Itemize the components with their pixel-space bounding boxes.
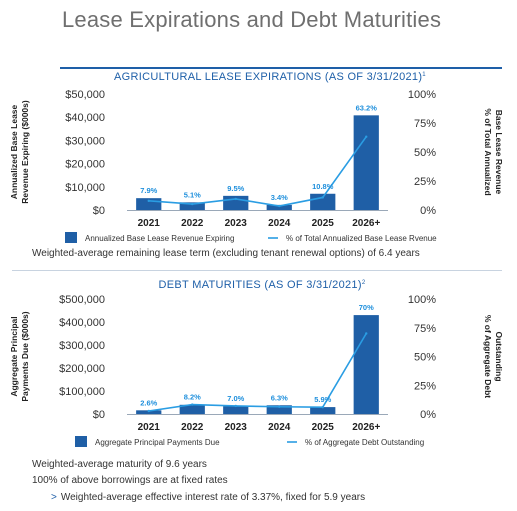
line-point bbox=[234, 197, 237, 201]
line-point bbox=[365, 332, 368, 335]
y2-tick-label: 0% bbox=[420, 409, 436, 421]
y2-tick-label: 50% bbox=[414, 352, 436, 364]
y-tick-label: $0 bbox=[93, 205, 105, 217]
legend-bar-label: Annualized Base Lease Revenue Expiring bbox=[85, 234, 234, 243]
x-tick-label: 2026+ bbox=[352, 218, 380, 229]
chart-title: AGRICULTURAL LEASE EXPIRATIONS (AS OF 3/… bbox=[114, 71, 426, 83]
bar bbox=[353, 315, 379, 414]
bar bbox=[136, 198, 162, 210]
legend-bar-swatch bbox=[75, 436, 87, 447]
x-tick-label: 2024 bbox=[268, 218, 291, 229]
legend-bar-label: Aggregate Principal Payments Due bbox=[95, 438, 220, 447]
y-axis-label: Revenue Expiring ($000s) bbox=[20, 100, 30, 204]
data-label: 5.1% bbox=[184, 190, 201, 199]
line-point bbox=[365, 135, 368, 138]
line-point bbox=[321, 406, 324, 409]
x-tick-label: 2025 bbox=[312, 218, 335, 229]
y-tick-label: $100,000 bbox=[59, 386, 105, 398]
y-tick-label: $200,000 bbox=[59, 363, 105, 375]
title-divider bbox=[60, 67, 502, 69]
lease-expirations-chart: AGRICULTURAL LEASE EXPIRATIONS (AS OF 3/… bbox=[9, 71, 504, 243]
legend-bar-swatch bbox=[65, 232, 77, 243]
data-label: 8.2% bbox=[184, 393, 201, 402]
lease-term-note: Weighted-average remaining lease term (e… bbox=[32, 248, 420, 259]
percent-line bbox=[148, 333, 367, 412]
y-tick-label: $10,000 bbox=[65, 182, 105, 194]
fixed-rate-note: 100% of above borrowings are at fixed ra… bbox=[32, 475, 228, 486]
data-label: 6.3% bbox=[271, 393, 288, 402]
x-tick-label: 2022 bbox=[181, 218, 204, 229]
data-label: 2.6% bbox=[140, 398, 157, 407]
y-axis-label: Aggregate Principal bbox=[9, 316, 19, 396]
bar bbox=[179, 202, 205, 210]
y2-axis-label: % of Total Annualized bbox=[483, 108, 493, 195]
bar bbox=[266, 204, 292, 210]
y2-axis-label: % of Aggregate Debt bbox=[483, 315, 493, 398]
interest-rate-text: Weighted-average effective interest rate… bbox=[60, 492, 366, 503]
y-tick-label: $400,000 bbox=[59, 317, 105, 329]
chart-title: DEBT MATURITIES (AS OF 3/31/2021)2 bbox=[159, 279, 366, 291]
line-point bbox=[191, 202, 194, 206]
line-point bbox=[234, 404, 237, 408]
y2-tick-label: 75% bbox=[414, 118, 436, 130]
line-point bbox=[321, 196, 324, 199]
y2-tick-label: 50% bbox=[414, 147, 436, 159]
data-label: 3.4% bbox=[271, 193, 288, 202]
x-tick-label: 2026+ bbox=[352, 422, 380, 433]
legend-line-label: % of Total Annualized Base Lease Rvenue bbox=[286, 234, 437, 243]
section-divider bbox=[12, 270, 502, 271]
bar bbox=[310, 407, 336, 414]
data-label: 5.9% bbox=[314, 395, 331, 404]
data-label: 7.9% bbox=[140, 186, 157, 195]
chart-title-footnote: 1 bbox=[422, 72, 426, 78]
y2-tick-label: 75% bbox=[414, 323, 436, 335]
y-tick-label: $50,000 bbox=[65, 89, 105, 101]
line-point bbox=[191, 403, 194, 406]
data-label: 63.2% bbox=[356, 103, 378, 112]
data-label: 10.8% bbox=[312, 182, 334, 191]
y-tick-label: $500,000 bbox=[59, 294, 105, 306]
x-tick-label: 2023 bbox=[225, 422, 248, 433]
y-tick-label: $300,000 bbox=[59, 340, 105, 352]
y2-tick-label: 25% bbox=[414, 380, 436, 392]
x-tick-label: 2025 bbox=[312, 422, 335, 433]
page-title: Lease Expirations and Debt Maturities bbox=[62, 7, 442, 32]
bar bbox=[310, 193, 336, 210]
y-axis-label: Annualized Base Lease bbox=[9, 104, 19, 199]
y2-tick-label: 25% bbox=[414, 176, 436, 188]
bar bbox=[179, 404, 205, 414]
x-tick-label: 2021 bbox=[138, 422, 161, 433]
x-tick-label: 2024 bbox=[268, 422, 291, 433]
interest-rate-note: > Weighted-average effective interest rat… bbox=[51, 492, 365, 503]
chart-title-footnote: 2 bbox=[362, 280, 366, 286]
y2-tick-label: 0% bbox=[420, 205, 436, 217]
line-point bbox=[278, 204, 281, 208]
line-point bbox=[147, 199, 150, 203]
x-tick-label: 2022 bbox=[181, 422, 204, 433]
line-point bbox=[147, 409, 150, 413]
data-label: 9.5% bbox=[227, 184, 244, 193]
y-tick-label: $20,000 bbox=[65, 159, 105, 171]
data-label: 70% bbox=[359, 303, 374, 312]
y2-tick-label: 100% bbox=[408, 89, 436, 101]
chevron-right-icon: > bbox=[51, 492, 57, 503]
percent-line bbox=[148, 136, 367, 207]
bar bbox=[266, 405, 292, 414]
data-label: 7.0% bbox=[227, 394, 244, 403]
line-point bbox=[278, 405, 281, 408]
y-tick-label: $0 bbox=[93, 409, 105, 421]
y2-axis-label: Outstanding bbox=[494, 331, 504, 381]
maturity-note: Weighted-average maturity of 9.6 years bbox=[32, 459, 207, 470]
x-tick-label: 2021 bbox=[138, 218, 161, 229]
legend-line-label: % of Aggregate Debt Outstanding bbox=[305, 438, 424, 447]
y-tick-label: $30,000 bbox=[65, 135, 105, 147]
x-tick-label: 2023 bbox=[225, 218, 248, 229]
bar bbox=[223, 406, 249, 414]
y2-axis-label: Base Lease Revenue bbox=[494, 110, 504, 195]
y-axis-label: Payments Due ($000s) bbox=[20, 311, 30, 401]
y2-tick-label: 100% bbox=[408, 294, 436, 306]
bar bbox=[353, 115, 379, 210]
y-tick-label: $40,000 bbox=[65, 112, 105, 124]
